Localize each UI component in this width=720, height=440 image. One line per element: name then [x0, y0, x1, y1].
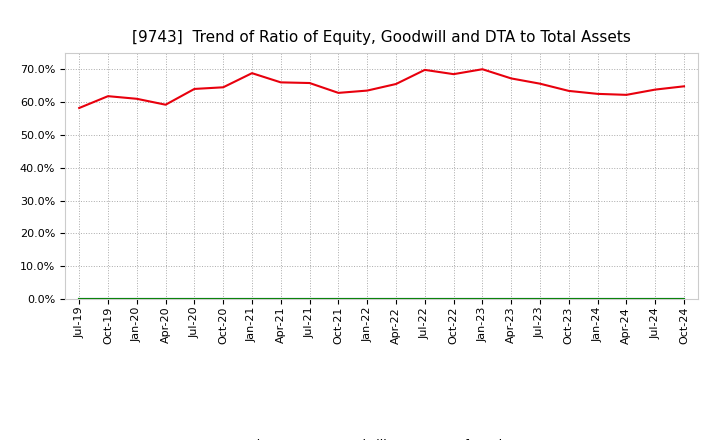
- Goodwill: [248, 297, 256, 302]
- Equity: [680, 84, 688, 89]
- Equity: [104, 94, 112, 99]
- Goodwill: [276, 297, 285, 302]
- Deferred Tax Assets: [507, 297, 516, 302]
- Goodwill: [593, 297, 602, 302]
- Equity: [564, 88, 573, 94]
- Deferred Tax Assets: [248, 297, 256, 302]
- Equity: [622, 92, 631, 98]
- Equity: [161, 102, 170, 107]
- Deferred Tax Assets: [132, 297, 141, 302]
- Goodwill: [334, 297, 343, 302]
- Deferred Tax Assets: [276, 297, 285, 302]
- Equity: [219, 84, 228, 90]
- Deferred Tax Assets: [651, 297, 660, 302]
- Deferred Tax Assets: [75, 297, 84, 302]
- Goodwill: [161, 297, 170, 302]
- Equity: [536, 81, 544, 86]
- Goodwill: [536, 297, 544, 302]
- Equity: [651, 87, 660, 92]
- Line: Equity: Equity: [79, 69, 684, 108]
- Deferred Tax Assets: [536, 297, 544, 302]
- Goodwill: [392, 297, 400, 302]
- Deferred Tax Assets: [334, 297, 343, 302]
- Goodwill: [219, 297, 228, 302]
- Deferred Tax Assets: [104, 297, 112, 302]
- Goodwill: [420, 297, 429, 302]
- Goodwill: [622, 297, 631, 302]
- Deferred Tax Assets: [190, 297, 199, 302]
- Equity: [507, 76, 516, 81]
- Title: [9743]  Trend of Ratio of Equity, Goodwill and DTA to Total Assets: [9743] Trend of Ratio of Equity, Goodwil…: [132, 29, 631, 45]
- Goodwill: [363, 297, 372, 302]
- Deferred Tax Assets: [680, 297, 688, 302]
- Equity: [75, 105, 84, 110]
- Goodwill: [564, 297, 573, 302]
- Equity: [593, 91, 602, 96]
- Goodwill: [449, 297, 458, 302]
- Deferred Tax Assets: [478, 297, 487, 302]
- Equity: [363, 88, 372, 93]
- Equity: [248, 70, 256, 76]
- Deferred Tax Assets: [622, 297, 631, 302]
- Goodwill: [75, 297, 84, 302]
- Equity: [420, 67, 429, 73]
- Equity: [276, 80, 285, 85]
- Equity: [190, 86, 199, 92]
- Deferred Tax Assets: [219, 297, 228, 302]
- Goodwill: [305, 297, 314, 302]
- Deferred Tax Assets: [420, 297, 429, 302]
- Deferred Tax Assets: [305, 297, 314, 302]
- Goodwill: [478, 297, 487, 302]
- Goodwill: [507, 297, 516, 302]
- Equity: [305, 81, 314, 86]
- Equity: [334, 90, 343, 95]
- Goodwill: [104, 297, 112, 302]
- Deferred Tax Assets: [449, 297, 458, 302]
- Deferred Tax Assets: [392, 297, 400, 302]
- Legend: Equity, Goodwill, Deferred Tax Assets: Equity, Goodwill, Deferred Tax Assets: [187, 433, 576, 440]
- Equity: [392, 81, 400, 87]
- Deferred Tax Assets: [161, 297, 170, 302]
- Goodwill: [190, 297, 199, 302]
- Deferred Tax Assets: [564, 297, 573, 302]
- Goodwill: [651, 297, 660, 302]
- Equity: [449, 72, 458, 77]
- Deferred Tax Assets: [593, 297, 602, 302]
- Equity: [132, 96, 141, 102]
- Goodwill: [132, 297, 141, 302]
- Equity: [478, 66, 487, 72]
- Goodwill: [680, 297, 688, 302]
- Deferred Tax Assets: [363, 297, 372, 302]
